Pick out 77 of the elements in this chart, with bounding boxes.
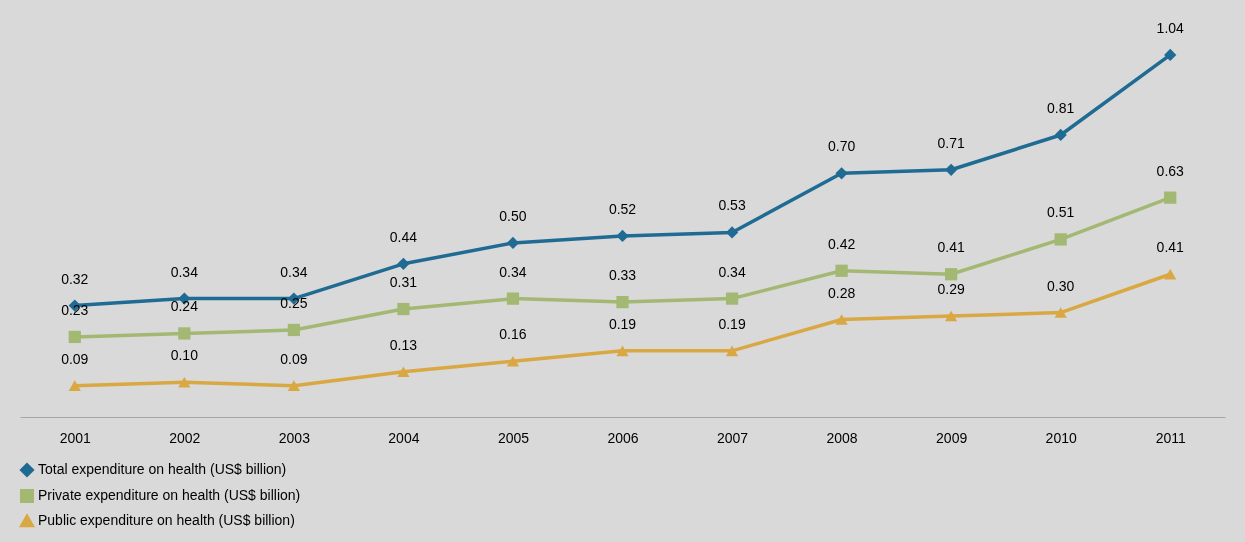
point bbox=[506, 355, 520, 367]
point bbox=[1054, 307, 1067, 318]
data-label: 0.28 bbox=[827, 284, 856, 301]
data-label: 1.04 bbox=[1156, 19, 1185, 36]
data-label: 0.34 bbox=[499, 263, 527, 280]
x-tick-label: 2008 bbox=[826, 429, 858, 446]
data-label: 0.24 bbox=[170, 298, 199, 315]
x-tick-label: 2010 bbox=[1045, 429, 1077, 446]
data-label: 0.10 bbox=[170, 347, 199, 364]
data-label: 0.63 bbox=[1156, 162, 1185, 179]
point bbox=[68, 330, 81, 344]
data-label: 0.19 bbox=[718, 315, 746, 332]
point bbox=[397, 302, 410, 316]
point bbox=[835, 314, 848, 325]
data-label: 0.32 bbox=[61, 270, 89, 287]
point bbox=[68, 380, 81, 391]
point bbox=[1164, 48, 1177, 62]
point bbox=[835, 264, 848, 277]
data-label: 0.34 bbox=[280, 263, 308, 280]
point bbox=[616, 295, 629, 309]
point bbox=[725, 292, 739, 305]
point bbox=[287, 323, 300, 337]
data-label: 0.23 bbox=[61, 301, 89, 318]
data-label: 0.31 bbox=[389, 274, 418, 291]
data-label: 0.19 bbox=[608, 315, 637, 332]
legend-label: Private expenditure on health (US$ billion) bbox=[38, 487, 301, 503]
data-label: 0.34 bbox=[170, 263, 199, 280]
legend-label: Public expenditure on health (US$ billion) bbox=[38, 512, 295, 528]
point bbox=[1164, 191, 1177, 204]
point bbox=[725, 226, 739, 239]
data-label: 0.50 bbox=[499, 207, 527, 224]
point bbox=[1164, 268, 1177, 280]
data-label: 0.42 bbox=[827, 235, 856, 252]
data-label: 0.70 bbox=[827, 138, 856, 155]
point bbox=[397, 366, 410, 378]
x-tick-label: 2005 bbox=[497, 429, 530, 446]
data-label: 0.71 bbox=[937, 134, 965, 151]
legend-label: Total expenditure on health (US$ billion) bbox=[38, 461, 287, 477]
data-label: 0.41 bbox=[1156, 239, 1185, 256]
x-tick-label: 2002 bbox=[169, 429, 201, 446]
x-tick-label: 2006 bbox=[607, 429, 639, 446]
x-tick-label: 2001 bbox=[59, 429, 92, 446]
x-tick-label: 2003 bbox=[278, 429, 311, 446]
point bbox=[287, 380, 300, 391]
data-label: 0.34 bbox=[718, 263, 746, 280]
point bbox=[616, 345, 629, 357]
point bbox=[835, 167, 848, 180]
data-label: 0.29 bbox=[937, 281, 965, 298]
point bbox=[725, 345, 739, 357]
data-label: 0.25 bbox=[280, 294, 308, 311]
data-label: 0.33 bbox=[608, 267, 637, 284]
data-label: 0.53 bbox=[718, 197, 746, 214]
data-label: 0.41 bbox=[937, 239, 965, 256]
data-label: 0.52 bbox=[608, 200, 637, 217]
data-label: 0.44 bbox=[389, 228, 418, 245]
data-label: 0.09 bbox=[280, 350, 308, 367]
data-label: 0.09 bbox=[61, 350, 89, 367]
data-label: 0.16 bbox=[499, 326, 527, 343]
point bbox=[945, 163, 958, 176]
point bbox=[945, 268, 958, 281]
x-tick-label: 2007 bbox=[716, 429, 749, 446]
point bbox=[397, 257, 410, 270]
point bbox=[178, 327, 191, 340]
data-label: 0.81 bbox=[1047, 99, 1075, 116]
data-label: 0.51 bbox=[1047, 204, 1075, 221]
data-label: 0.13 bbox=[389, 336, 418, 353]
x-tick-label: 2004 bbox=[388, 429, 420, 446]
point bbox=[945, 310, 958, 322]
x-tick-label: 2011 bbox=[1155, 429, 1186, 446]
point bbox=[616, 229, 629, 243]
point bbox=[506, 236, 520, 250]
point bbox=[1054, 233, 1067, 246]
point bbox=[178, 376, 191, 388]
x-tick-label: 2009 bbox=[936, 429, 968, 446]
point bbox=[506, 292, 520, 305]
point bbox=[1054, 128, 1067, 142]
data-label: 0.30 bbox=[1047, 277, 1075, 294]
